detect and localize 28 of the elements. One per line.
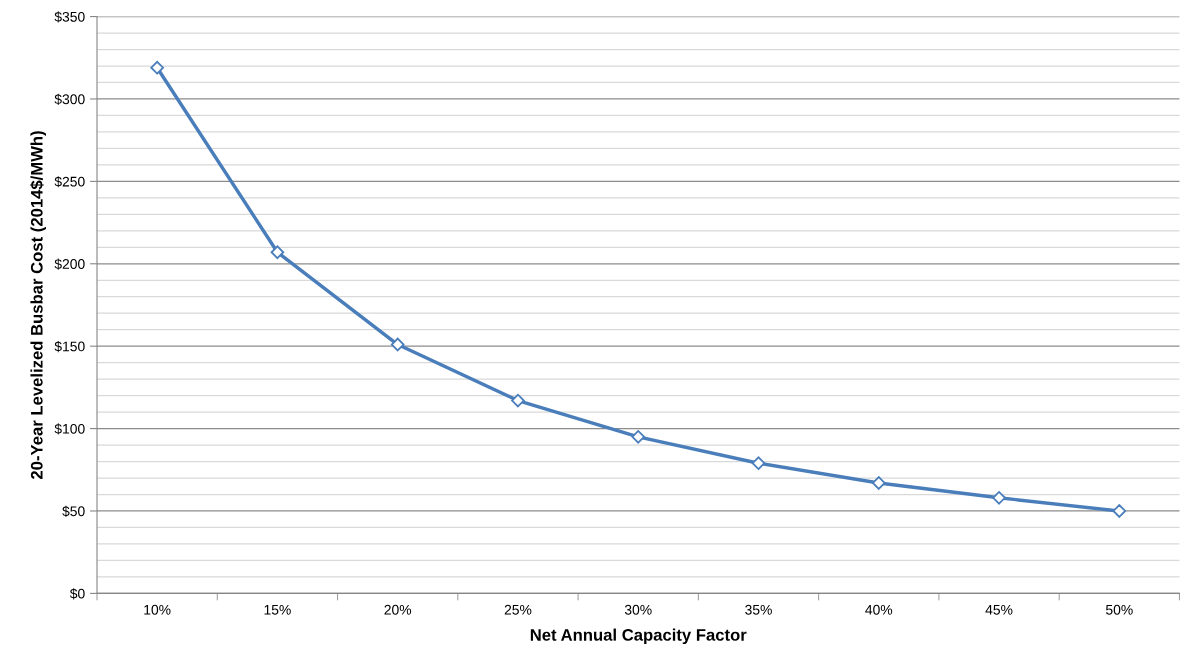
- x-tick-label: 35%: [745, 604, 772, 615]
- x-tick-label: 20%: [384, 604, 412, 615]
- y-tick-label: $350: [54, 11, 85, 23]
- x-tick-label: 45%: [985, 604, 1013, 615]
- x-tick-label: 40%: [865, 604, 893, 615]
- x-tick-label: 30%: [624, 604, 652, 615]
- y-tick-label: $50: [62, 505, 85, 517]
- y-tick-label: $200: [54, 258, 85, 270]
- point: [992, 491, 1006, 505]
- y-tick-label: $300: [54, 93, 85, 105]
- x-tick-label: 50%: [1105, 604, 1133, 615]
- point: [631, 430, 646, 444]
- y-tick-label: $250: [54, 176, 85, 188]
- point: [1112, 504, 1127, 518]
- y-tick-label: $0: [69, 588, 85, 600]
- point: [871, 476, 886, 490]
- x-tick-label: 25%: [504, 604, 532, 615]
- point: [150, 60, 164, 75]
- y-tick-label: $150: [54, 340, 85, 353]
- x-tick-label: 10%: [144, 604, 171, 615]
- y-tick-label: $100: [54, 423, 85, 435]
- x-tick-label: 15%: [264, 604, 291, 615]
- y-axis-title: 20-Year Levelized Busbar Cost (2014$/MWh): [30, 131, 46, 479]
- point: [390, 337, 405, 352]
- point: [751, 456, 766, 470]
- point: [511, 393, 525, 408]
- x-axis-title: Net Annual Capacity Factor: [530, 628, 747, 645]
- point: [270, 245, 285, 260]
